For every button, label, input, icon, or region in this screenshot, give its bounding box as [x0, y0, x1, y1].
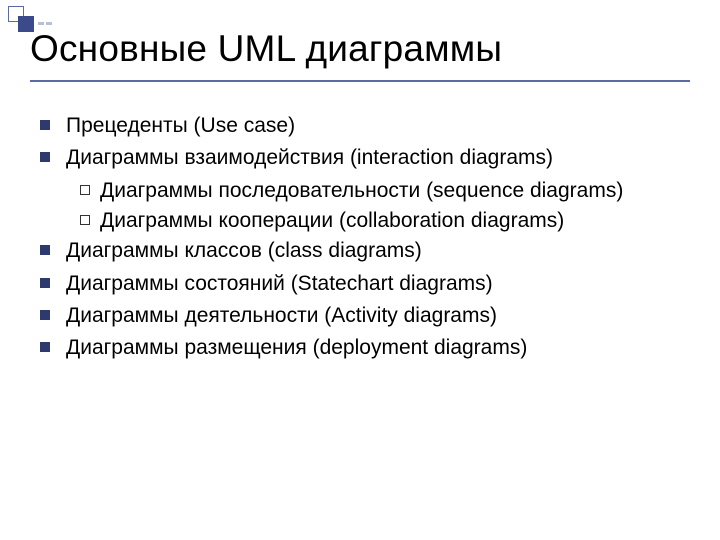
decor-dots: [38, 22, 44, 25]
list-subitem-text: Диаграммы кооперации (collaboration diag…: [100, 207, 564, 235]
list-item: Прецеденты (Use case): [40, 112, 690, 140]
title-region: Основные UML диаграммы: [0, 0, 720, 82]
list-item-text: Диаграммы деятельности (Activity diagram…: [66, 302, 497, 330]
list-item-text: Диаграммы размещения (deployment diagram…: [66, 334, 527, 362]
content-list: Прецеденты (Use case) Диаграммы взаимоде…: [0, 82, 720, 363]
square-bullet-icon: [40, 152, 50, 162]
square-outline-bullet-icon: [80, 215, 90, 225]
slide-title: Основные UML диаграммы: [30, 28, 690, 70]
list-item: Диаграммы взаимодействия (interaction di…: [40, 144, 690, 172]
list-item-text: Диаграммы состояний (Statechart diagrams…: [66, 270, 493, 298]
list-item-text: Диаграммы взаимодействия (interaction di…: [66, 144, 553, 172]
list-item: Диаграммы размещения (deployment diagram…: [40, 334, 690, 362]
list-item-text: Диаграммы классов (class diagrams): [66, 237, 422, 265]
square-bullet-icon: [40, 342, 50, 352]
list-item: Диаграммы деятельности (Activity diagram…: [40, 302, 690, 330]
list-item: Диаграммы классов (class diagrams): [40, 237, 690, 265]
square-bullet-icon: [40, 278, 50, 288]
list-subitem-text: Диаграммы последовательности (sequence d…: [100, 177, 623, 205]
list-item-text: Прецеденты (Use case): [66, 112, 295, 140]
square-bullet-icon: [40, 120, 50, 130]
square-bullet-icon: [40, 245, 50, 255]
list-subitem: Диаграммы последовательности (sequence d…: [80, 177, 690, 205]
list-subitem: Диаграммы кооперации (collaboration diag…: [80, 207, 690, 235]
square-outline-bullet-icon: [80, 185, 90, 195]
list-item: Диаграммы состояний (Statechart diagrams…: [40, 270, 690, 298]
square-bullet-icon: [40, 310, 50, 320]
decor-square-filled: [18, 16, 34, 32]
